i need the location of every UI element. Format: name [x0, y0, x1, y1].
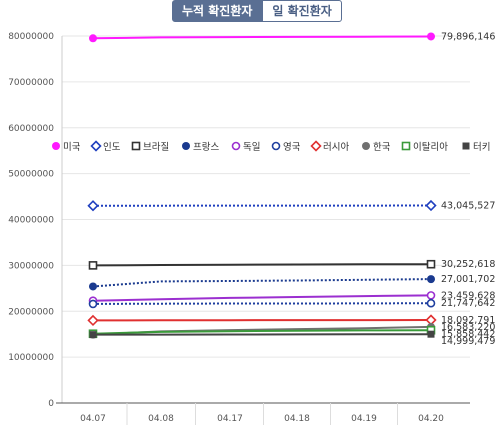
x-tick-label: 04.20 [418, 414, 444, 424]
y-tick-label: 80000000 [8, 32, 54, 42]
series-3-end-point [427, 275, 435, 284]
series-line-2 [92, 263, 432, 267]
y-tick-label: 60000000 [8, 124, 54, 134]
data-label-4: 23,459,628 [441, 290, 495, 301]
legend-9-point [462, 142, 470, 150]
x-tick-label: 04.19 [351, 414, 377, 424]
legend-label-7[interactable]: 한국 [373, 142, 391, 153]
legend-8-point [401, 141, 411, 151]
data-label-9: 14,999,479 [441, 336, 495, 347]
legend-1-point [90, 140, 102, 152]
legend-label-4[interactable]: 독일 [243, 142, 260, 153]
legend-6-point [310, 140, 322, 152]
legend-label-6[interactable]: 러시아 [323, 142, 349, 153]
series-line-5 [92, 302, 432, 305]
legend-5-point [271, 141, 281, 151]
legend-7-point [362, 142, 370, 150]
series-line-4 [92, 294, 432, 302]
series-5-end-point [426, 298, 436, 308]
series-3-start-point [89, 282, 97, 291]
data-label-8: 15,858,442 [441, 329, 495, 340]
data-label-2: 30,252,618 [441, 259, 495, 270]
legend-label-2[interactable]: 브라질 [143, 141, 169, 153]
series-2-start-point [88, 261, 98, 270]
y-tick-label: 0 [48, 399, 54, 409]
legend-label-1[interactable]: 인도 [103, 142, 121, 153]
series-0-end-point [427, 32, 435, 41]
series-1-end-point [425, 199, 437, 212]
series-line-0 [92, 35, 432, 40]
legend-2-point [131, 141, 141, 151]
series-line-8 [92, 329, 432, 335]
data-label-3: 27,001,702 [441, 274, 495, 285]
series-6-start-point [87, 314, 99, 327]
y-tick-label: 40000000 [8, 216, 54, 226]
data-label-0: 79,896,146 [441, 31, 495, 42]
legend-label-0[interactable]: 미국 [63, 142, 81, 153]
legend-3-point [182, 142, 190, 150]
series-line-3 [92, 278, 432, 288]
tab-daily-cases[interactable]: 일 확진환자 [262, 0, 342, 22]
series-4-end-point [426, 291, 436, 300]
series-9-start-point [89, 331, 97, 339]
y-tick-label: 20000000 [8, 307, 54, 317]
legend-label-8[interactable]: 이탈리아 [413, 141, 448, 153]
x-tick-label: 04.07 [80, 414, 106, 424]
legend-label-9[interactable]: 터키 [473, 142, 490, 153]
legend-0-point [52, 142, 60, 150]
x-tick-label: 04.17 [217, 414, 243, 424]
series-0-start-point [89, 34, 97, 43]
data-label-5: 21,747,642 [441, 298, 495, 309]
series-5-start-point [88, 299, 98, 309]
series-9-end-point [427, 330, 435, 338]
y-tick-label: 50000000 [8, 170, 54, 180]
x-tick-label: 04.18 [284, 414, 310, 424]
series-2-end-point [426, 259, 436, 269]
y-tick-label: 30000000 [8, 261, 54, 271]
data-label-7: 16,583,220 [441, 322, 495, 333]
x-tick-label: 04.08 [148, 414, 174, 424]
y-tick-label: 70000000 [8, 78, 54, 88]
legend-label-3[interactable]: 프랑스 [193, 141, 219, 153]
data-label-6: 18,092,791 [441, 315, 495, 326]
series-1-start-point [87, 200, 99, 212]
legend-label-5[interactable]: 영국 [283, 142, 301, 153]
data-label-1: 43,045,527 [441, 201, 495, 212]
tab-group: 누적 확진환자 일 확진환자 [172, 0, 342, 22]
y-tick-label: 10000000 [8, 353, 54, 363]
legend-4-point [231, 141, 241, 151]
tab-cumulative-cases[interactable]: 누적 확진환자 [172, 0, 263, 22]
